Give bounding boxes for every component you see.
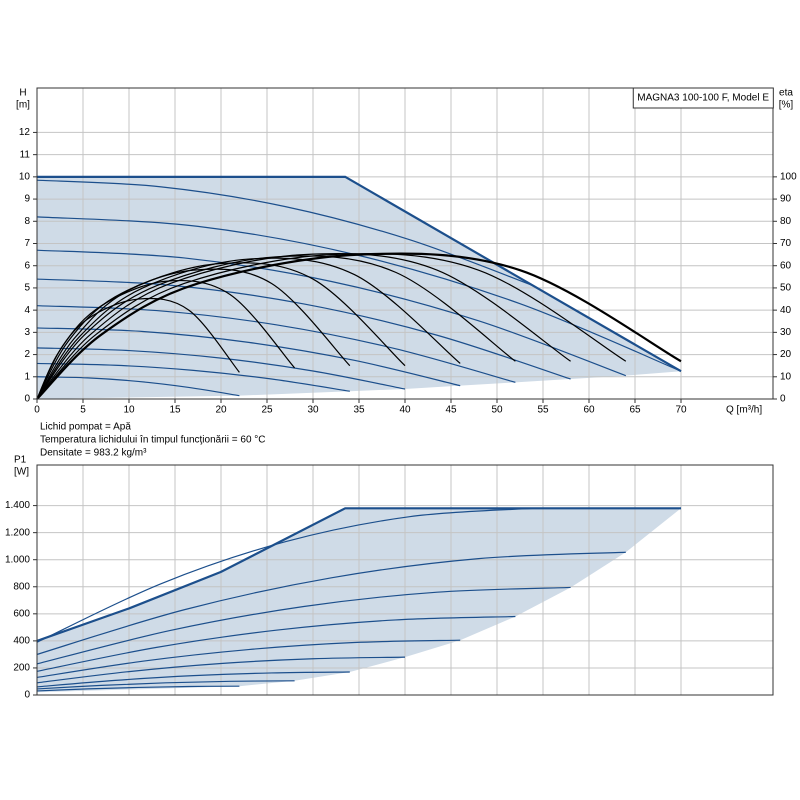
x-tick-label: 5	[80, 405, 86, 416]
y-axis-label: [m]	[16, 100, 30, 111]
performance-curve	[36, 362, 350, 392]
y2-tick-label: 50	[780, 283, 792, 294]
y-tick-label: 1.200	[5, 527, 30, 538]
y-tick-label: 9	[24, 194, 30, 205]
y2-tick-label: 40	[780, 305, 792, 316]
performance-curve	[36, 615, 516, 672]
x-tick-label: 40	[399, 405, 411, 416]
y-tick-label: 0	[24, 394, 30, 405]
performance-curve	[36, 586, 571, 665]
efficiency-curve	[36, 253, 571, 400]
x-tick-label: 45	[445, 405, 457, 416]
y2-tick-label: 100	[780, 171, 797, 182]
y2-tick-label: 30	[780, 327, 792, 338]
y-tick-label: 12	[19, 127, 31, 138]
y2-tick-label: 80	[780, 216, 792, 227]
y-tick-label: 5	[24, 283, 30, 294]
x-tick-label: 35	[353, 405, 365, 416]
performance-curve	[37, 175, 682, 373]
x-tick-label: 70	[675, 405, 687, 416]
y-tick-label: 11	[20, 149, 31, 160]
y-tick-label: 8	[24, 216, 30, 227]
performance-curve	[36, 680, 295, 690]
performance-curve	[36, 347, 406, 390]
y-tick-label: 10	[19, 171, 31, 182]
y-tick-label: 2	[24, 349, 30, 360]
y-tick-label: 6	[24, 260, 30, 271]
y2-tick-label: 70	[780, 238, 792, 249]
y2-tick-label: 90	[780, 194, 792, 205]
performance-curve	[36, 249, 627, 377]
y2-tick-label: 10	[780, 371, 792, 382]
y-tick-label: 400	[13, 636, 30, 647]
y2-axis-label: [%]	[779, 100, 794, 111]
note: Lichid pompat = Apă	[40, 422, 131, 433]
performance-curve	[36, 305, 516, 383]
plot-frame	[36, 464, 774, 696]
efficiency-curve	[36, 257, 461, 400]
y2-tick-label: 20	[780, 349, 792, 360]
x-tick-label: 65	[629, 405, 641, 416]
performance-curve	[36, 685, 240, 692]
x-tick-label: 15	[169, 405, 181, 416]
performance-curve	[36, 507, 681, 642]
x-tick-label: 50	[491, 405, 503, 416]
x-tick-label: 25	[261, 405, 273, 416]
title-frame	[632, 87, 774, 109]
y-tick-label: 4	[24, 305, 30, 316]
y-axis-label: [W]	[14, 467, 29, 478]
performance-curve	[36, 639, 461, 679]
performance-curve	[36, 671, 350, 688]
performance-curve	[36, 376, 240, 397]
y-tick-label: 3	[24, 327, 30, 338]
y-tick-label: 1.000	[5, 554, 30, 565]
x-tick-label: 10	[123, 405, 135, 416]
performance-curve	[36, 179, 535, 287]
x-tick-label: 30	[307, 405, 319, 416]
y-tick-label: 1	[24, 371, 30, 382]
efficiency-curve	[36, 255, 516, 400]
x-axis-label: Q [m³/h]	[726, 405, 762, 416]
efficiency-curve	[36, 262, 406, 400]
note: Temperatura lichidului în timpul funcţio…	[40, 435, 266, 446]
x-tick-label: 20	[215, 405, 227, 416]
performance-curve	[36, 656, 406, 684]
x-tick-label: 0	[34, 405, 40, 416]
y-tick-label: 1.400	[5, 500, 30, 511]
y2-tick-label: 60	[780, 260, 792, 271]
note: Densitate = 983.2 kg/m³	[40, 448, 147, 459]
efficiency-curve	[36, 253, 627, 400]
efficiency-curve	[36, 252, 682, 400]
performance-curve	[36, 551, 626, 655]
title-box: MAGNA3 100-100 F, Model E	[632, 87, 774, 109]
y-tick-label: 600	[13, 608, 30, 619]
y-tick-label: 200	[13, 663, 30, 674]
y-tick-label: 0	[24, 690, 30, 701]
y2-tick-label: 0	[780, 394, 786, 405]
y-axis-label: H	[19, 88, 26, 99]
x-tick-label: 55	[537, 405, 549, 416]
y2-axis-label: eta	[779, 88, 793, 99]
chart-title: MAGNA3 100-100 F, Model E	[637, 93, 769, 104]
y-tick-label: 7	[24, 238, 30, 249]
performance-curve	[36, 278, 571, 380]
performance-curve	[36, 507, 534, 643]
y-axis-label: P1	[14, 455, 27, 466]
x-tick-label: 60	[583, 405, 595, 416]
efficiency-curve	[36, 279, 296, 400]
y-tick-label: 800	[13, 581, 30, 592]
